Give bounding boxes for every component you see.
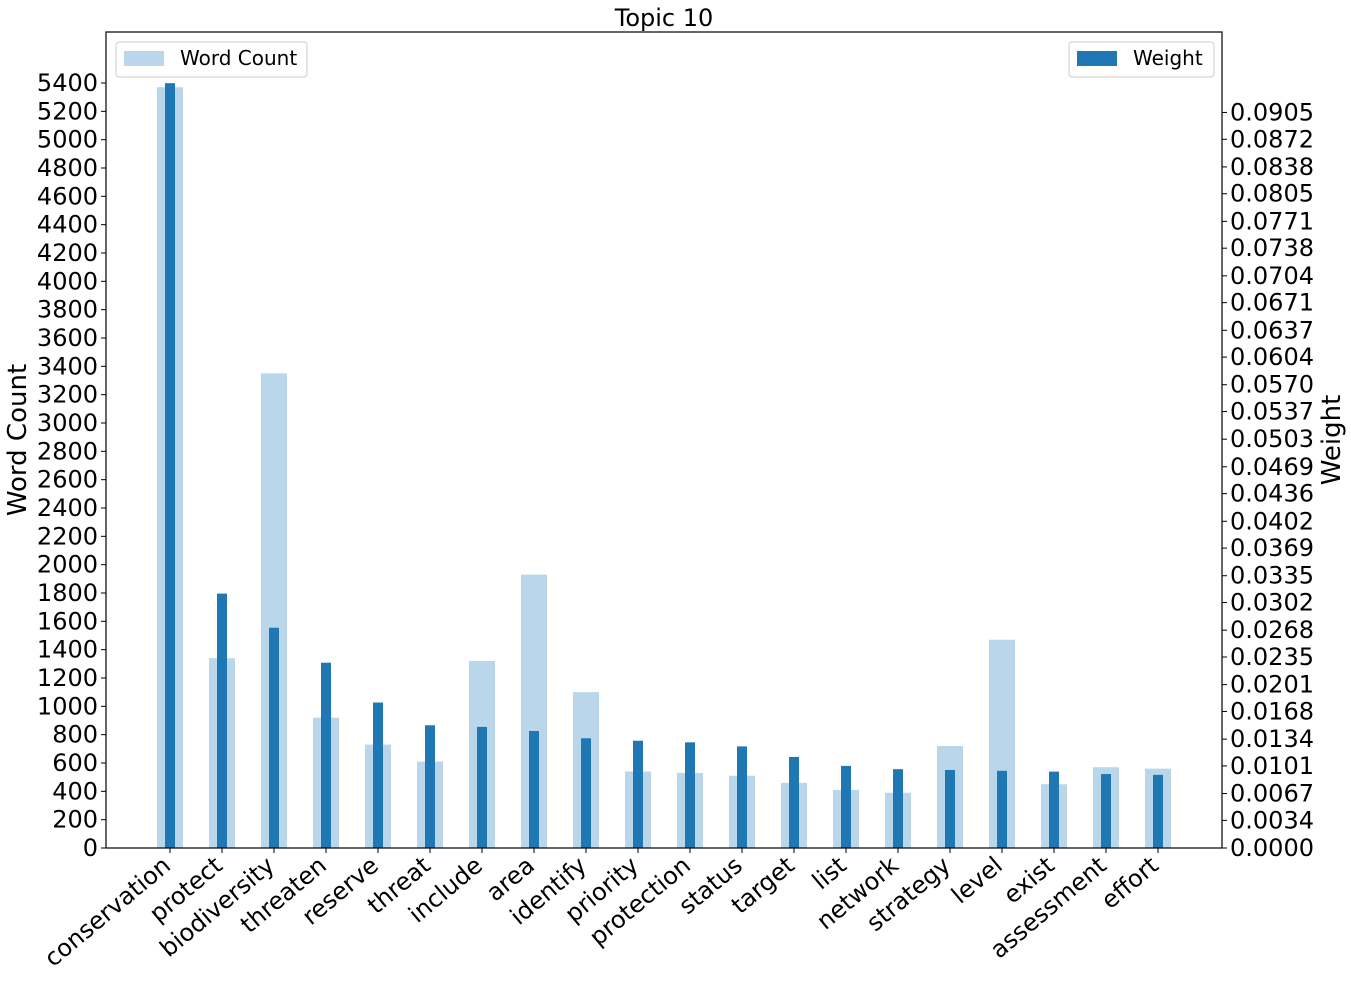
- y2-tick-label: 0.0168: [1230, 697, 1314, 725]
- legend-word-count-label: Word Count: [180, 46, 297, 70]
- y2-tick-label: 0.0771: [1230, 207, 1314, 235]
- weight-bar-priority: [633, 740, 643, 848]
- weight-bar-network: [893, 769, 903, 848]
- weight-bar-threat: [425, 725, 435, 848]
- y-tick-label: 600: [52, 749, 98, 777]
- y-tick-label: 3400: [37, 352, 98, 380]
- y2-tick-label: 0.0201: [1230, 671, 1314, 699]
- weight-bar-status: [737, 746, 747, 848]
- y2-tick-label: 0.0268: [1230, 616, 1314, 644]
- legend-word-count: Word Count: [115, 41, 308, 78]
- weight-bar-protection: [685, 742, 695, 848]
- y2-tick-label: 0.0235: [1230, 643, 1314, 671]
- legend-weight-swatch: [1077, 51, 1117, 66]
- y2-axis-label: Weight: [1317, 395, 1347, 486]
- y-tick-label: 1600: [37, 607, 98, 635]
- weight-bar-conservation: [165, 83, 175, 848]
- y2-tick-label: 0.0604: [1230, 343, 1314, 371]
- y2-tick-label: 0.0067: [1230, 780, 1314, 808]
- y-tick-label: 2400: [37, 494, 98, 522]
- y-tick-label: 3600: [37, 324, 98, 352]
- x-tick-label: level: [946, 851, 1008, 909]
- y-tick-label: 1400: [37, 636, 98, 664]
- y2-tick-label: 0.0537: [1230, 398, 1314, 426]
- weight-bar-reserve: [373, 702, 383, 848]
- y2-tick-label: 0.0671: [1230, 289, 1314, 317]
- y2-tick-label: 0.0570: [1230, 371, 1314, 399]
- weight-bar-include: [477, 726, 487, 848]
- y-tick-label: 5200: [37, 97, 98, 125]
- y-tick-label: 5000: [37, 126, 98, 154]
- y2-tick-label: 0.0000: [1230, 834, 1314, 862]
- weight-bar-protect: [217, 593, 227, 848]
- y-tick-label: 4000: [37, 267, 98, 295]
- y2-tick-label: 0.0503: [1230, 425, 1314, 453]
- y2-tick-label: 0.0838: [1230, 153, 1314, 181]
- x-axis-ticks: conservationprotectbiodiversitythreatenr…: [39, 848, 1164, 972]
- weight-bar-strategy: [945, 769, 955, 848]
- y-tick-label: 800: [52, 721, 98, 749]
- y2-tick-label: 0.0134: [1230, 725, 1314, 753]
- weight-bar-level: [997, 770, 1007, 848]
- y-tick-label: 0: [83, 834, 98, 862]
- y-tick-label: 1800: [37, 579, 98, 607]
- y2-tick-label: 0.0704: [1230, 262, 1314, 290]
- y2-tick-label: 0.0436: [1230, 480, 1314, 508]
- y-tick-label: 4400: [37, 211, 98, 239]
- y2-tick-label: 0.0872: [1230, 125, 1314, 153]
- y-tick-label: 5400: [37, 69, 98, 97]
- y-tick-label: 200: [52, 806, 98, 834]
- y2-tick-label: 0.0369: [1230, 534, 1314, 562]
- weight-bar-biodiversity: [269, 627, 279, 848]
- weight-bar-identify: [581, 738, 591, 848]
- y2-tick-label: 0.0805: [1230, 180, 1314, 208]
- weight-bar-effort: [1153, 774, 1163, 848]
- y2-tick-label: 0.0637: [1230, 316, 1314, 344]
- weight-bar-area: [529, 730, 539, 848]
- y2-tick-label: 0.0101: [1230, 752, 1314, 780]
- x-tick-label: effort: [1096, 851, 1164, 914]
- weight-bar-threaten: [321, 662, 331, 848]
- y-tick-label: 1200: [37, 664, 98, 692]
- y2-tick-label: 0.0905: [1230, 98, 1314, 126]
- plot-frame: [105, 31, 1223, 849]
- y-tick-label: 3800: [37, 296, 98, 324]
- y2-axis-ticks: 0.00000.00340.00670.01010.01340.01680.02…: [1222, 98, 1314, 862]
- y2-tick-label: 0.0302: [1230, 589, 1314, 617]
- y-axis-ticks: 0200400600800100012001400160018002000220…: [37, 69, 106, 862]
- y-tick-label: 4600: [37, 182, 98, 210]
- word-count-bars: [157, 87, 1171, 848]
- chart-title: Topic 10: [614, 4, 714, 32]
- y-axis-label: Word Count: [3, 364, 33, 516]
- weight-bars: [165, 83, 1163, 848]
- y-tick-label: 2800: [37, 437, 98, 465]
- y-tick-label: 4200: [37, 239, 98, 267]
- y-tick-label: 3200: [37, 381, 98, 409]
- weight-bar-target: [789, 756, 799, 848]
- weight-bar-list: [841, 765, 851, 848]
- y2-tick-label: 0.0738: [1230, 234, 1314, 262]
- y-tick-label: 4800: [37, 154, 98, 182]
- y-tick-label: 400: [52, 777, 98, 805]
- y2-tick-label: 0.0402: [1230, 507, 1314, 535]
- y-tick-label: 1000: [37, 692, 98, 720]
- legend-weight: Weight: [1068, 41, 1215, 78]
- legend-weight-label: Weight: [1133, 46, 1203, 70]
- y-tick-label: 2200: [37, 522, 98, 550]
- weight-bar-exist: [1049, 771, 1059, 848]
- y2-tick-label: 0.0469: [1230, 453, 1314, 481]
- weight-bar-assessment: [1101, 774, 1111, 848]
- y-tick-label: 3000: [37, 409, 98, 437]
- y-tick-label: 2000: [37, 551, 98, 579]
- y-tick-label: 2600: [37, 466, 98, 494]
- legend-word-count-swatch: [124, 51, 164, 66]
- y2-tick-label: 0.0335: [1230, 562, 1314, 590]
- y2-tick-label: 0.0034: [1230, 806, 1314, 834]
